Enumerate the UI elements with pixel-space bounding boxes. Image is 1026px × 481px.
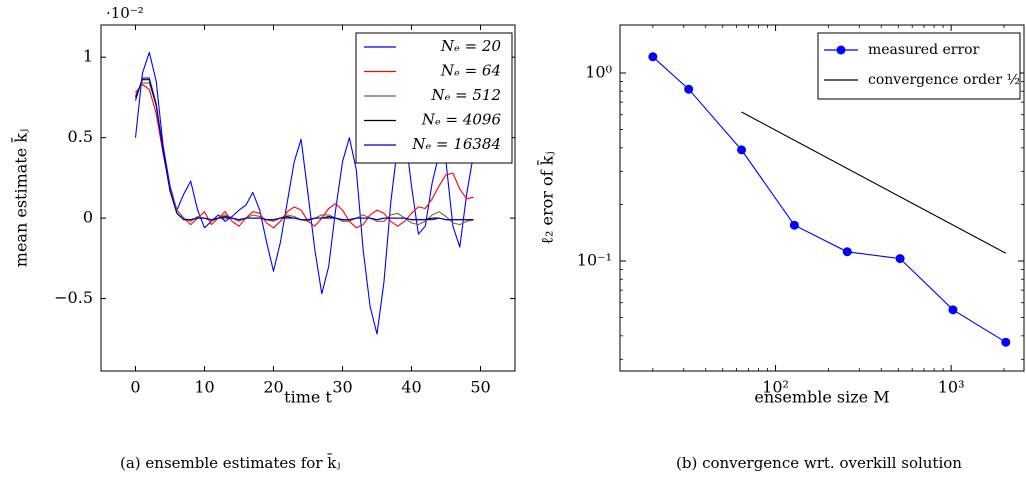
y-tick-label: −0.5	[54, 288, 93, 307]
data-point	[684, 84, 694, 94]
panel-a-series-group	[134, 51, 475, 335]
x-tick-label: 50	[470, 378, 490, 397]
series-line-1	[135, 83, 474, 229]
series-line-4	[134, 77, 474, 221]
x-tick-label: 20	[263, 378, 283, 397]
y-scale-multiplier: ·10⁻²	[106, 4, 144, 22]
data-point	[948, 305, 958, 315]
data-point	[737, 145, 747, 155]
panel-b-axes-frame	[619, 24, 1025, 372]
x-tick-label: 10²	[762, 378, 789, 397]
data-point	[1001, 337, 1011, 347]
data-point	[842, 247, 852, 257]
legend-marker-0	[836, 45, 846, 55]
panel-a-chart: 0 10 20 30 40 50 −0.5 0 0.5 1 ·10⁻² time t mean esti…	[9, 4, 516, 407]
panel-a-caption: (a) ensemble estimates for k̄ⱼ	[120, 454, 341, 472]
panel-a-legend	[355, 32, 513, 164]
legend-label-1: convergence order ½	[868, 72, 1020, 88]
x-axis-label: time t	[284, 388, 332, 407]
data-point	[895, 254, 905, 264]
legend-label-0: Nₑ = 20	[440, 37, 502, 55]
panel-b-series-group	[648, 52, 1011, 347]
x-tick-label: 30	[332, 378, 352, 397]
legend-label-1: Nₑ = 64	[440, 62, 501, 80]
panel-b-caption: (b) convergence wrt. overkill solution	[676, 454, 962, 472]
x-tick-label: 10	[194, 378, 214, 397]
panel-a-axes-frame	[100, 24, 516, 372]
legend-label-0: measured error	[868, 42, 980, 58]
x-tick-label: 0	[130, 378, 140, 397]
y-tick-label: 0.5	[68, 127, 93, 146]
y-tick-label: 10⁻¹	[577, 251, 612, 270]
data-point	[789, 220, 799, 230]
series-line-0	[134, 51, 475, 335]
x-tick-label: 10³	[938, 378, 965, 397]
legend-label-2: Nₑ = 512	[430, 86, 501, 104]
reference-line	[741, 111, 1007, 254]
legend-label-4: Nₑ = 16384	[411, 135, 501, 153]
panel-b-legend	[817, 32, 1021, 100]
y-axis-label: ℓ₂ eror of k̄ⱼ	[535, 151, 556, 244]
y-tick-label: 1	[83, 47, 93, 66]
legend-label-3: Nₑ = 4096	[421, 111, 502, 129]
y-tick-label: 10⁰	[585, 62, 612, 81]
x-axis-label: ensemble size M	[754, 388, 889, 407]
data-point	[648, 52, 658, 62]
panel-b-chart: 10² 10³ 10⁻¹ 10⁰ ensemble size M ℓ₂ eror of k…	[535, 24, 1025, 407]
y-axis-label: mean estimate k̄ⱼ	[9, 129, 30, 267]
x-tick-label: 40	[401, 378, 421, 397]
series-line-2	[135, 82, 474, 226]
measured-error-line	[652, 56, 1007, 343]
y-tick-label: 0	[83, 208, 93, 227]
